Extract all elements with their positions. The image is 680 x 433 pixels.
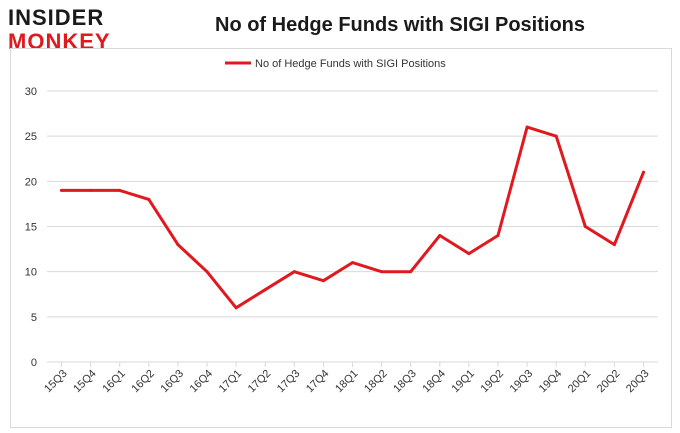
y-tick-label: 15 <box>25 222 37 234</box>
data-point-19Q3 <box>525 125 529 129</box>
data-point-17Q3 <box>292 270 296 274</box>
x-tick-label: 17Q1 <box>217 368 245 396</box>
x-tick-label: 20Q2 <box>595 368 623 396</box>
x-tick-label: 18Q1 <box>333 368 361 396</box>
data-point-18Q3 <box>409 270 413 274</box>
data-point-17Q2 <box>263 288 267 292</box>
data-point-20Q1 <box>583 225 587 228</box>
data-point-20Q2 <box>612 243 616 247</box>
x-tick-label: 16Q4 <box>188 368 216 396</box>
data-point-15Q4 <box>89 188 93 192</box>
y-tick-label: 10 <box>25 267 37 279</box>
insider-monkey-logo: INSIDER MONKEY <box>8 6 130 56</box>
data-point-18Q1 <box>351 261 354 265</box>
series-layer <box>60 125 645 310</box>
data-point-16Q2 <box>147 197 151 201</box>
legend: No of Hedge Funds with SIGI Positions <box>225 58 446 70</box>
data-point-17Q4 <box>321 279 325 283</box>
logo-line-1: INSIDER <box>8 5 105 30</box>
x-tick-label: 16Q2 <box>129 368 157 396</box>
data-point-16Q4 <box>205 270 209 274</box>
x-tick-label: 16Q3 <box>159 368 187 396</box>
x-tick-label: 19Q1 <box>449 368 477 396</box>
y-tick-label: 25 <box>25 131 37 143</box>
x-tick-label: 20Q1 <box>566 368 594 396</box>
x-tick-label: 15Q3 <box>42 368 70 396</box>
x-tick-label: 19Q4 <box>537 368 565 396</box>
x-tick-label: 18Q2 <box>362 368 390 396</box>
x-tick-label: 19Q3 <box>508 368 536 396</box>
data-point-16Q3 <box>176 243 180 247</box>
y-tick-label: 0 <box>31 357 37 369</box>
y-tick-label: 5 <box>31 312 37 324</box>
series-line-0 <box>60 125 645 310</box>
x-axis-ticks: 15Q3 15Q4 16Q1 16Q2 16Q3 16Q4 17Q1 17Q2 17Q3 17Q4… <box>42 362 652 396</box>
data-point-19Q4 <box>554 134 558 138</box>
x-tick-label: 19Q2 <box>479 368 507 396</box>
legend-label: No of Hedge Funds with SIGI Positions <box>255 58 446 70</box>
data-point-15Q3 <box>60 188 64 192</box>
logo-line-2: MONKEY <box>8 29 111 54</box>
chart-title: No of Hedge Funds with SIGI Positions <box>215 14 585 36</box>
x-tick-label: 15Q4 <box>71 368 99 396</box>
y-tick-label: 30 <box>25 86 37 98</box>
plot-border <box>10 48 672 428</box>
grid-lines <box>47 90 658 363</box>
x-tick-label: 16Q1 <box>100 368 128 396</box>
y-axis-ticks: 0 5 10 15 20 25 30 <box>25 86 37 369</box>
x-tick-label: 20Q3 <box>624 368 652 396</box>
x-tick-label: 17Q3 <box>275 368 303 396</box>
data-point-16Q1 <box>118 188 122 192</box>
data-point-20Q3 <box>641 170 645 174</box>
x-tick-label: 17Q2 <box>246 368 274 396</box>
data-point-19Q2 <box>496 234 500 238</box>
y-tick-label: 20 <box>25 176 37 188</box>
data-point-19Q1 <box>467 252 471 256</box>
data-point-17Q1 <box>234 306 238 310</box>
data-point-18Q2 <box>380 270 384 274</box>
x-tick-label: 18Q3 <box>391 368 419 396</box>
x-tick-label: 18Q4 <box>420 368 448 396</box>
data-point-18Q4 <box>438 234 442 238</box>
x-tick-label: 17Q4 <box>304 368 332 396</box>
